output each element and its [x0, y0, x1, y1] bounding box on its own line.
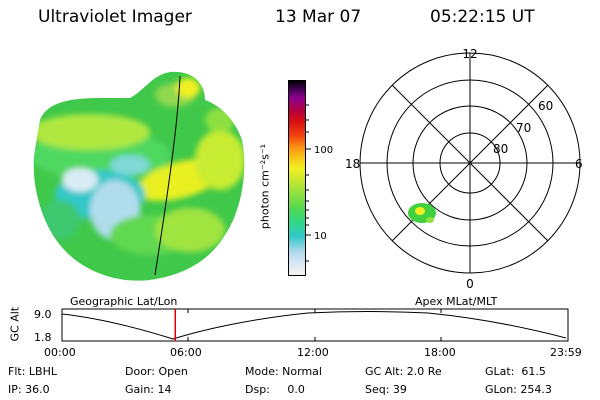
colorbar-axis: 100 10 [306, 104, 333, 262]
timeline-y-label: GC Alt [8, 306, 22, 342]
info-gain: Gain: 14 [125, 383, 172, 396]
timeline-left-title: Geographic Lat/Lon [70, 295, 178, 308]
date-label: 13 Mar 07 [275, 7, 362, 27]
timeline-x-tick-0600: 06:00 [170, 346, 202, 359]
timeline-x-tick-0000: 00:00 [44, 346, 76, 359]
info-mode: Mode: Normal [245, 365, 322, 378]
info-filter: Flt: LBHL [8, 365, 57, 378]
info-dsp: Dsp: 0.0 [245, 383, 305, 396]
lat-label-80: 80 [493, 142, 508, 156]
info-glon: GLon: 254.3 [485, 383, 552, 396]
orbit-track-line [154, 75, 181, 276]
mlt-label-0: 0 [466, 277, 474, 291]
timeline-y-tick-top: 9.0 [34, 308, 52, 321]
mlt-label-18: 18 [345, 157, 360, 171]
colorbar-tick-10: 10 [314, 231, 327, 242]
time-label: 05:22:15 UT [430, 7, 535, 27]
timeline-x-tick-2359: 23:59 [550, 346, 582, 359]
info-glat: GLat: 61.5 [485, 365, 546, 378]
info-ip: IP: 36.0 [8, 383, 50, 396]
altitude-curve [61, 311, 567, 340]
mlt-label-12: 12 [462, 47, 477, 61]
timeline-x-tick-1800: 18:00 [424, 346, 456, 359]
timeline-y-tick-bottom: 1.8 [34, 331, 52, 344]
polar-plot: 12 0 18 6 60 70 80 [345, 47, 583, 291]
timeline-panel [61, 308, 569, 342]
info-gc-alt: GC Alt: 2.0 Re [365, 365, 442, 378]
colorbar-unit-label: photon cm⁻²s⁻¹ [258, 143, 272, 230]
aurora-spot-core [415, 207, 425, 215]
timeline-x-tick-1200: 12:00 [297, 346, 329, 359]
colorbar-tick-100: 100 [314, 145, 333, 156]
lat-label-70: 70 [516, 121, 531, 135]
info-door: Door: Open [125, 365, 188, 378]
info-seq: Seq: 39 [365, 383, 407, 396]
mlt-label-6: 6 [575, 157, 583, 171]
instrument-title: Ultraviolet Imager [38, 7, 192, 27]
timeline-right-title: Apex MLat/MLT [415, 295, 498, 308]
uv-image [33, 71, 245, 281]
colorbar [288, 80, 306, 276]
lat-label-60: 60 [538, 99, 553, 113]
